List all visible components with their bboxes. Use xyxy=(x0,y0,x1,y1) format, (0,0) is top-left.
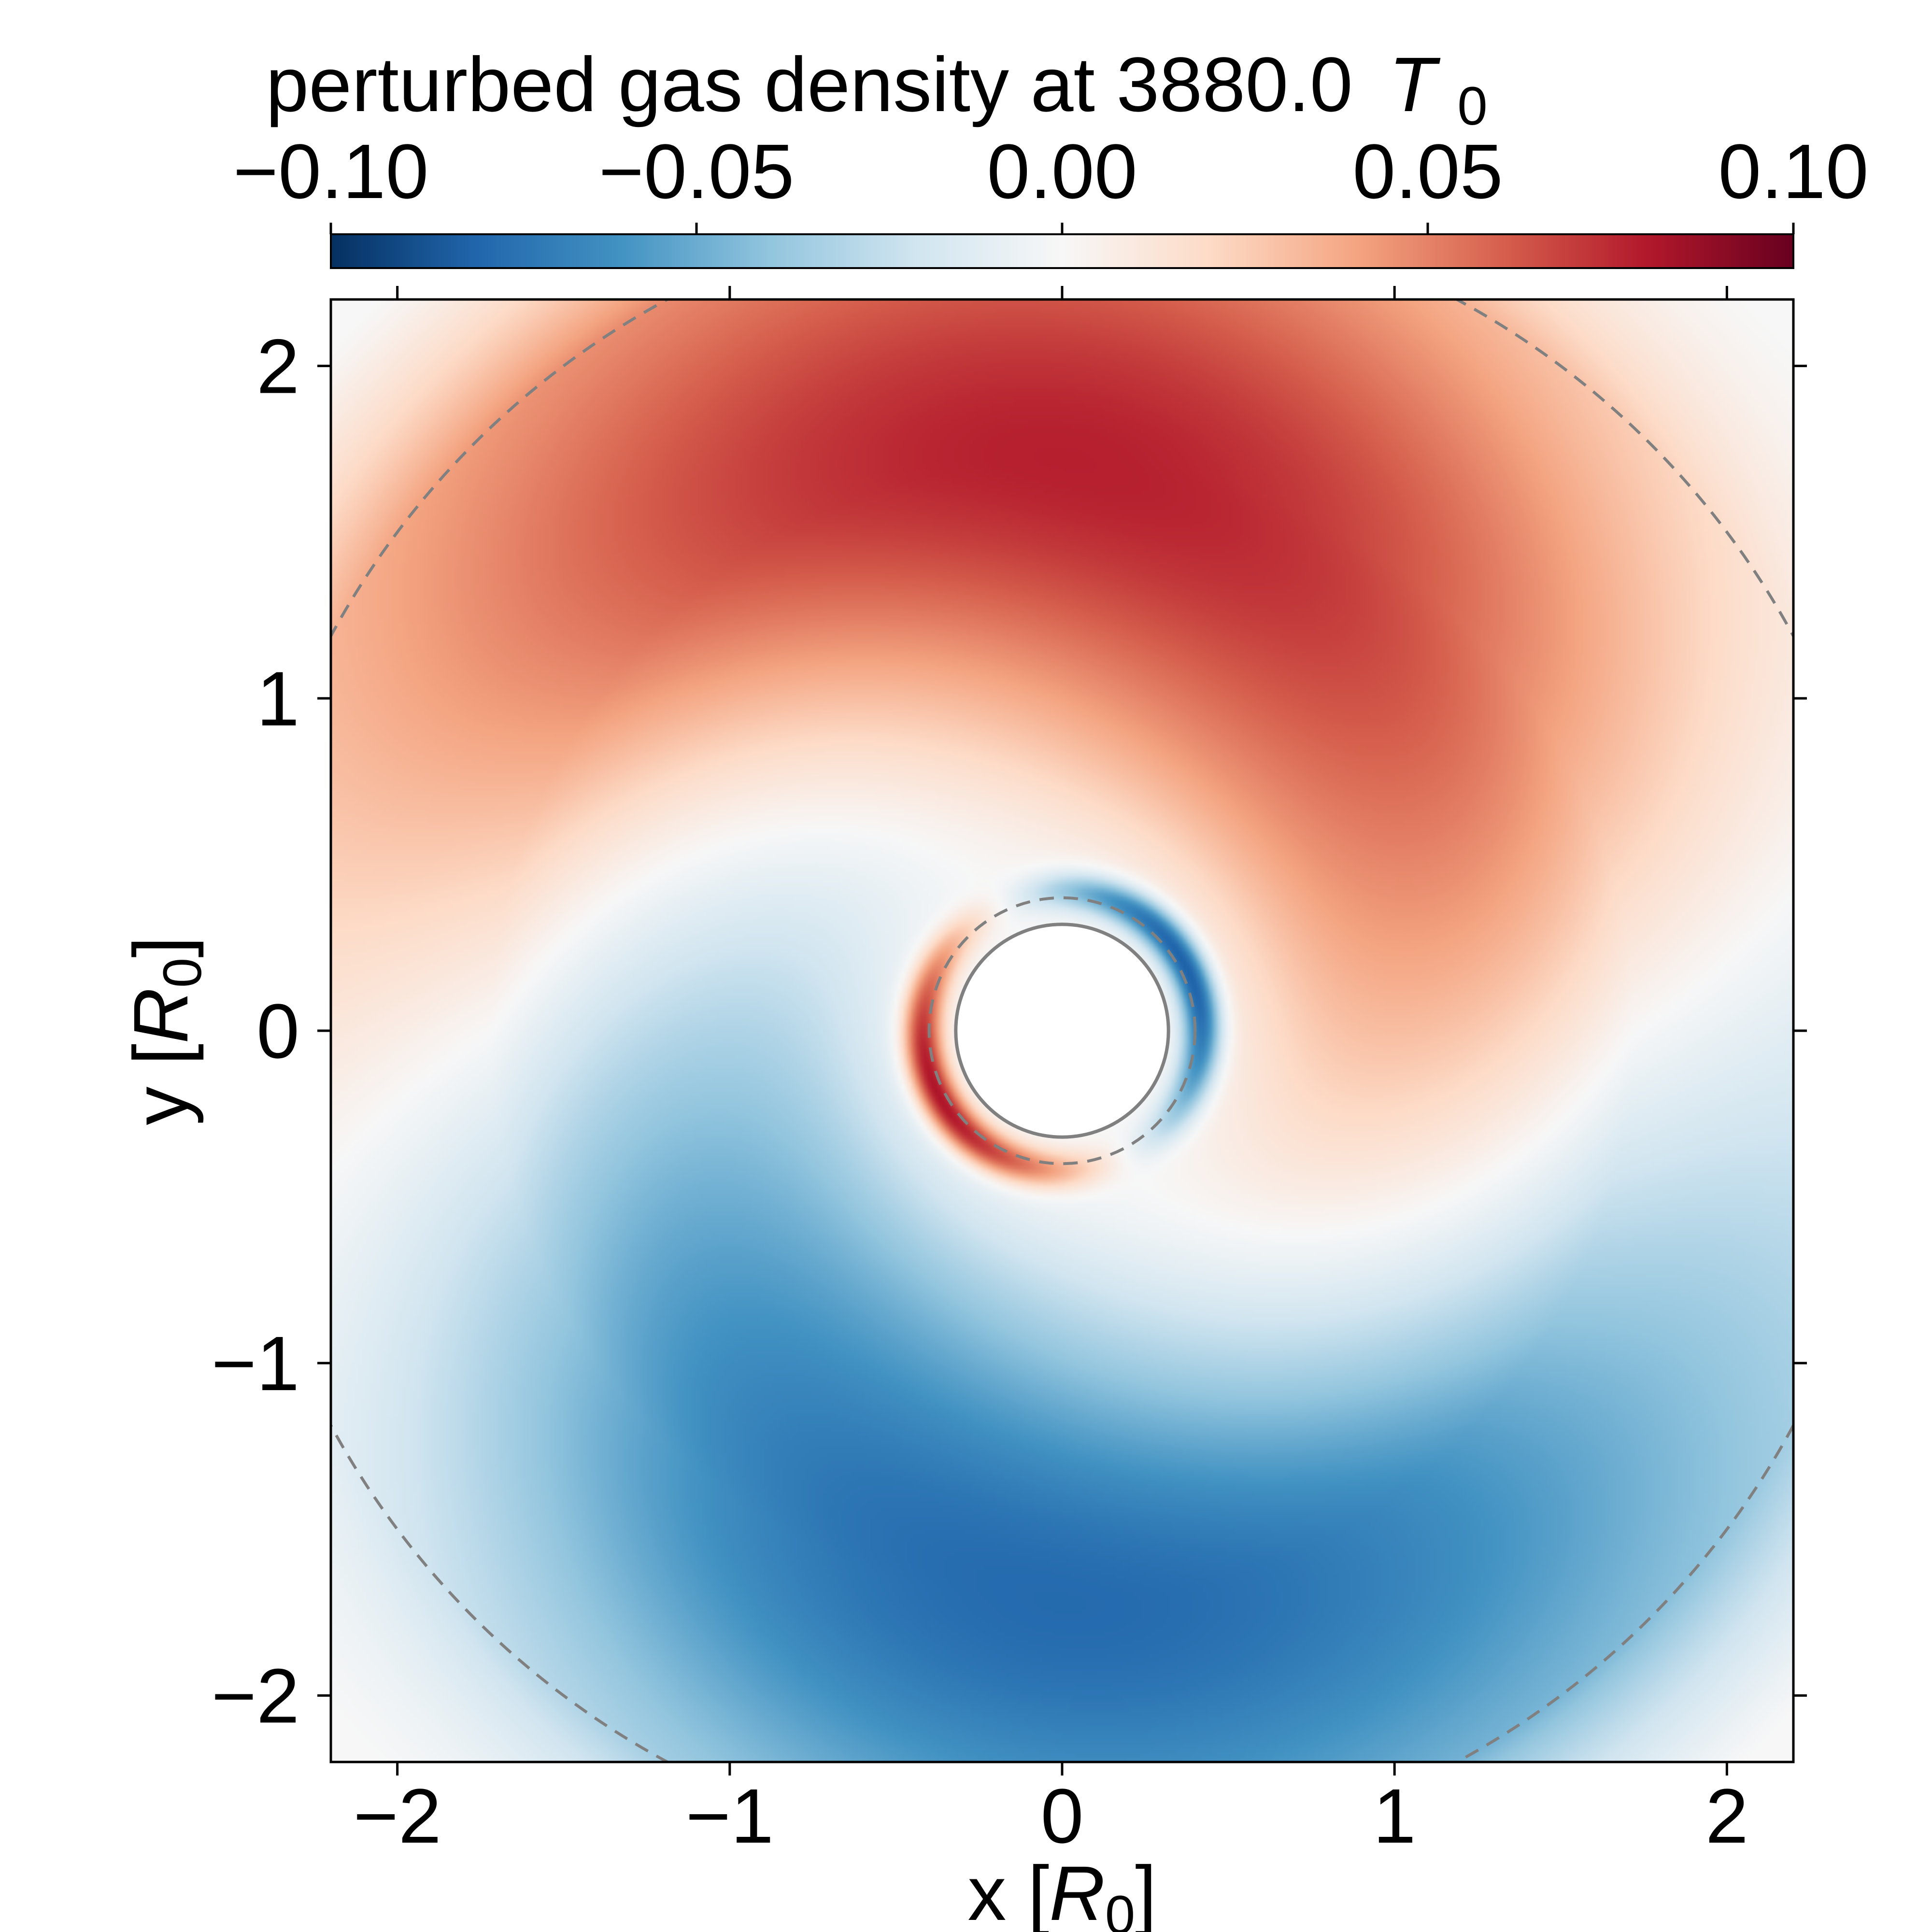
y-tick-label: 2 xyxy=(256,323,299,410)
colorbar-title-subscript: 0 xyxy=(1457,76,1487,136)
inner-dashed-circle xyxy=(927,896,1197,1165)
colorbar-tick-label: 0.00 xyxy=(987,128,1137,214)
x-tick-label: −2 xyxy=(353,1773,441,1859)
x-axis-label-text: x [ xyxy=(967,1850,1049,1932)
colorbar-tick-label: 0.05 xyxy=(1352,128,1503,214)
y-axis-label: y [R0] xyxy=(117,936,213,1125)
y-axis-label-subscript: 0 xyxy=(152,958,213,988)
x-axis-label-symbol: R xyxy=(1049,1850,1105,1932)
colorbar-tick-label: 0.10 xyxy=(1718,128,1868,214)
colorbar-tick-label: −0.05 xyxy=(599,128,795,214)
y-axis-label-text: y [ xyxy=(117,1044,204,1125)
colorbar-tick-label: −0.10 xyxy=(233,128,429,214)
plot-area xyxy=(331,299,1793,1762)
y-axis-ticks: −2 −1 0 1 2 xyxy=(212,323,1807,1739)
x-axis-label-subscript: 0 xyxy=(1105,1885,1135,1932)
y-axis-label-close: ] xyxy=(117,936,204,957)
y-tick-label: −1 xyxy=(212,1320,299,1406)
x-tick-label: 1 xyxy=(1373,1773,1416,1859)
colorbar-title-symbol: T xyxy=(1389,41,1441,128)
colorbar xyxy=(330,233,1794,269)
y-tick-label: 1 xyxy=(256,655,299,742)
inner-boundary-hole xyxy=(954,923,1170,1139)
colorbar-title: perturbed gas density at 3880.0 T 0 xyxy=(266,41,1487,136)
x-tick-label: 0 xyxy=(1041,1773,1084,1859)
x-axis-ticks: −2 −1 0 1 2 xyxy=(353,286,1748,1859)
colorbar-title-text: perturbed gas density at 3880.0 xyxy=(266,41,1352,128)
x-axis-label: x [R0] xyxy=(967,1850,1156,1932)
y-tick-label: 0 xyxy=(256,988,299,1074)
x-tick-label: −1 xyxy=(686,1773,774,1859)
colorbar-ticks: −0.10 −0.05 0.00 0.05 0.10 xyxy=(233,128,1869,234)
x-axis-label-close: ] xyxy=(1135,1850,1156,1932)
y-tick-label: −2 xyxy=(212,1652,299,1739)
y-axis-label-symbol: R xyxy=(117,988,204,1044)
x-tick-label: 2 xyxy=(1705,1773,1748,1859)
